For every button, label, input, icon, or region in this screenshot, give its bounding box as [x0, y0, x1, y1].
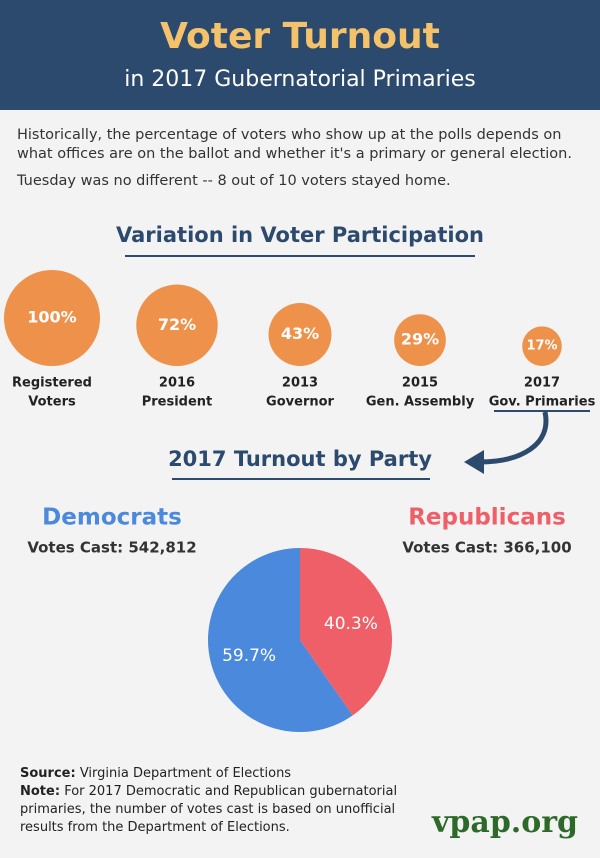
section-title: Variation in Voter Participation: [116, 223, 484, 247]
value-label: 59.7%: [222, 646, 276, 666]
arrow: [479, 411, 549, 465]
value-label: 29%: [401, 330, 439, 349]
bubble: [522, 326, 562, 367]
bubble: [136, 284, 218, 367]
party-name: Democrats: [42, 505, 182, 531]
subtitle: in 2017 Gubernatorial Primaries: [124, 67, 476, 92]
note-label: Note:: [20, 784, 61, 799]
category-label: 2015: [402, 376, 438, 391]
votes-cast: Votes Cast: 542,812: [27, 539, 196, 557]
intro-text: Tuesday was no different -- 8 out of 10 …: [17, 173, 451, 189]
category-label: Gov. Primaries: [489, 395, 596, 410]
value-label: 40.3%: [324, 614, 378, 634]
bubble: [394, 314, 446, 366]
votes-cast: Votes Cast: 366,100: [402, 539, 571, 557]
category-label: 2017: [524, 376, 560, 391]
category-label: Registered: [12, 376, 92, 391]
pie-slice: [300, 548, 392, 716]
source: Source: Virginia Department of Elections: [20, 765, 420, 783]
header-band: [0, 0, 600, 110]
bubble: [4, 270, 100, 366]
category-label: President: [142, 395, 213, 410]
pie-slice: [208, 548, 353, 732]
source-text: Virginia Department of Elections: [79, 766, 292, 781]
section-title: 2017 Turnout by Party: [168, 447, 432, 471]
category-label: Voters: [28, 395, 76, 410]
value-label: 100%: [27, 308, 76, 327]
logo: vpap.org: [431, 805, 578, 840]
value-label: 72%: [158, 315, 196, 334]
value-label: 17%: [526, 339, 557, 354]
category-label: 2013: [282, 376, 318, 391]
arrow-head: [464, 450, 484, 474]
category-label: Gen. Assembly: [366, 395, 475, 410]
intro-text: Historically, the percentage of voters w…: [17, 127, 572, 162]
party-name: Republicans: [408, 505, 566, 531]
bubble: [268, 303, 332, 366]
value-label: 43%: [281, 324, 319, 343]
category-label: Governor: [266, 395, 334, 410]
source-label: Source:: [20, 766, 76, 781]
title: Voter Turnout: [160, 16, 440, 57]
note-text: For 2017 Democratic and Republican guber…: [20, 784, 398, 835]
note: Note: For 2017 Democratic and Republican…: [20, 783, 420, 837]
category-label: 2016: [159, 376, 195, 391]
